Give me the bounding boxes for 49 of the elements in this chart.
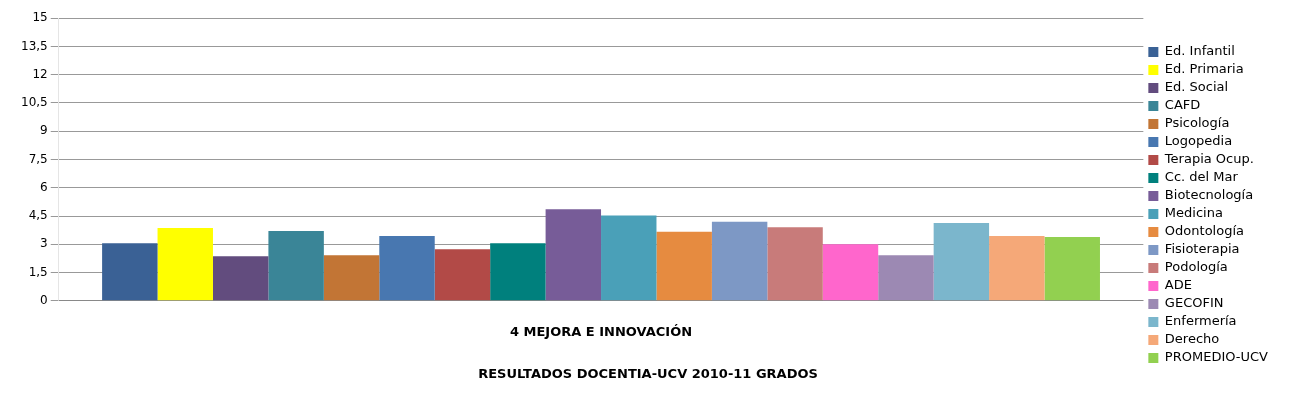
legend-label: CAFD [1164,97,1201,113]
y-tick-label: 1,5 [28,264,48,279]
bar [1044,237,1100,301]
legend-label: Derecho [1164,331,1220,347]
legend-label: Terapia Ocup. [1163,151,1254,167]
bar [989,235,1045,301]
bar [323,255,380,301]
y-tick-label: 0 [40,292,48,307]
legend-label: Fisioterapia [1164,241,1240,257]
bar [157,227,213,301]
y-tick-label: 3 [40,236,48,251]
bar [656,231,712,301]
y-tick-label: 7,5 [28,151,48,166]
bar [933,222,990,301]
y-tick-label: 6 [40,179,48,194]
legend-label: GECOFIN [1164,295,1224,311]
legend-label: Biotecnología [1164,187,1254,203]
bar [490,243,546,301]
y-tick-label: 13,5 [21,38,48,53]
y-tick-label: 9 [40,123,48,138]
bar [268,231,324,301]
legend-label: Cc. del Mar [1164,169,1239,185]
bar [379,235,435,301]
bar [767,227,823,301]
x-tick-label: 4 MEJORA E INNOVACIÓN [509,323,693,339]
legend-label: Enfermería [1164,313,1237,329]
legend-label: Ed. Social [1164,79,1229,95]
legend-label: Logopedia [1164,133,1233,149]
y-tick-label: 15 [32,10,48,25]
y-tick-label: 10,5 [21,95,48,110]
y-tick-label: 12 [32,66,48,81]
legend-label: Odontología [1164,223,1244,239]
bar [878,255,934,301]
legend-label: Podología [1164,259,1228,275]
bar [711,221,768,301]
legend-label: Ed. Primaria [1164,61,1244,77]
legend-label: Ed. Infantil [1164,43,1235,59]
legend-label: Medicina [1164,205,1223,221]
bar [545,209,602,301]
legend-label: ADE [1164,277,1192,293]
legend-label: Psicología [1164,115,1230,131]
text: RESULTADOS DOCENTIA-UCV 2010-11 GRADOS [478,365,818,381]
bar [822,244,879,301]
bar [102,243,158,301]
legend-label: PROMEDIO-UCV [1164,349,1269,365]
bar [212,256,269,301]
bar [601,215,657,301]
y-tick-label: 4,5 [28,208,48,223]
bar [434,249,491,301]
